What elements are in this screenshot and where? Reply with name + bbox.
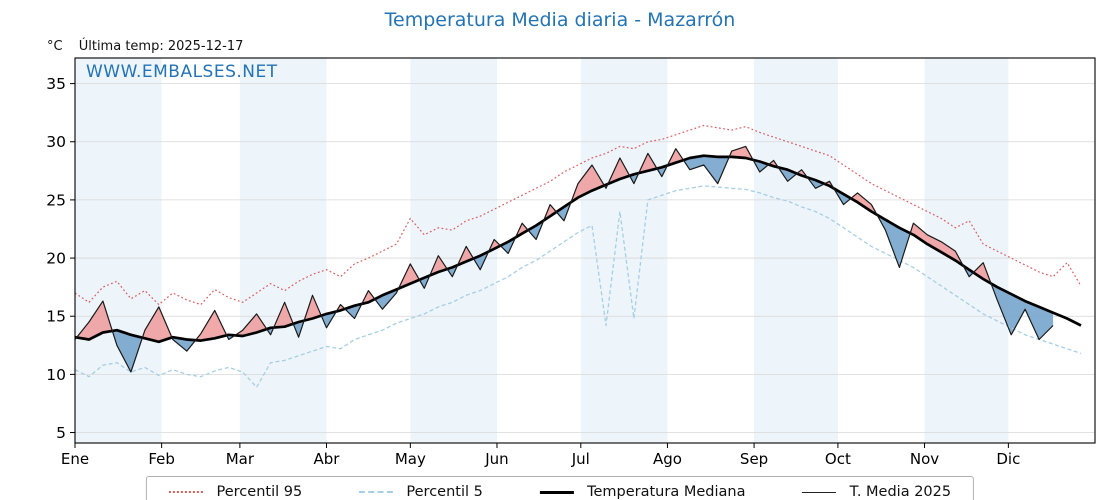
gridlines xyxy=(75,83,1095,433)
svg-text:Feb: Feb xyxy=(148,450,175,468)
legend-label-percentil-95: Percentil 95 xyxy=(216,484,303,500)
legend-item-percentil-5: Percentil 5 xyxy=(358,484,483,500)
svg-text:10: 10 xyxy=(46,366,66,384)
last-temp-label: Última temp: 2025-12-17 xyxy=(78,39,244,54)
series-line-t-media-2025 xyxy=(74,145,1054,373)
svg-text:35: 35 xyxy=(46,75,66,93)
series-line-temperatura-mediana xyxy=(74,154,1082,344)
legend-label-mediana: Temperatura Mediana xyxy=(587,484,746,500)
axis-ticks-labels: 5 10 15 20 25 30 35 Ene Feb Mar Abr May Jun Jul Ago Sep… xyxy=(46,75,1020,468)
legend-label-percentil-5: Percentil 5 xyxy=(406,484,483,500)
svg-text:20: 20 xyxy=(46,249,66,267)
svg-text:25: 25 xyxy=(46,191,66,209)
t-media-2025-line-swatch xyxy=(802,491,837,493)
legend: Percentil 95 Percentil 5 Temperatura Med… xyxy=(145,476,975,500)
legend-label-t-media-2025: T. Media 2025 xyxy=(849,484,952,500)
svg-text:Jun: Jun xyxy=(484,450,508,468)
legend-item-t-media-2025: T. Media 2025 xyxy=(802,484,951,500)
legend-item-mediana: Temperatura Mediana xyxy=(539,484,745,500)
svg-text:Dic: Dic xyxy=(996,450,1020,468)
svg-text:Sep: Sep xyxy=(740,450,768,468)
svg-text:Oct: Oct xyxy=(825,450,851,468)
svg-text:Ene: Ene xyxy=(61,450,89,468)
chart-title: Temperatura Media diaria - Mazarrón xyxy=(384,9,736,31)
svg-text:Nov: Nov xyxy=(910,450,939,468)
svg-text:Abr: Abr xyxy=(314,450,341,468)
mediana-line-swatch xyxy=(539,490,574,494)
month-bands xyxy=(75,58,1009,443)
svg-text:Jul: Jul xyxy=(571,450,590,468)
svg-text:5: 5 xyxy=(56,424,66,442)
svg-text:15: 15 xyxy=(46,308,66,326)
svg-text:30: 30 xyxy=(46,133,66,151)
axis-frame xyxy=(74,57,1096,444)
legend-item-percentil-95: Percentil 95 xyxy=(168,484,303,500)
svg-text:May: May xyxy=(395,450,426,468)
svg-text:Ago: Ago xyxy=(653,450,682,468)
series-line-percentil-5 xyxy=(74,185,1082,388)
watermark: WWW.EMBALSES.NET xyxy=(86,62,278,82)
percentil-95-line-swatch xyxy=(168,491,203,493)
svg-text:Mar: Mar xyxy=(226,450,255,468)
chart-subheader: °C Última temp: 2025-12-17 xyxy=(47,39,243,54)
series-line-percentil-95 xyxy=(74,124,1082,306)
percentil-5-line-swatch xyxy=(358,491,393,493)
y-axis-unit-label: °C xyxy=(47,39,63,54)
